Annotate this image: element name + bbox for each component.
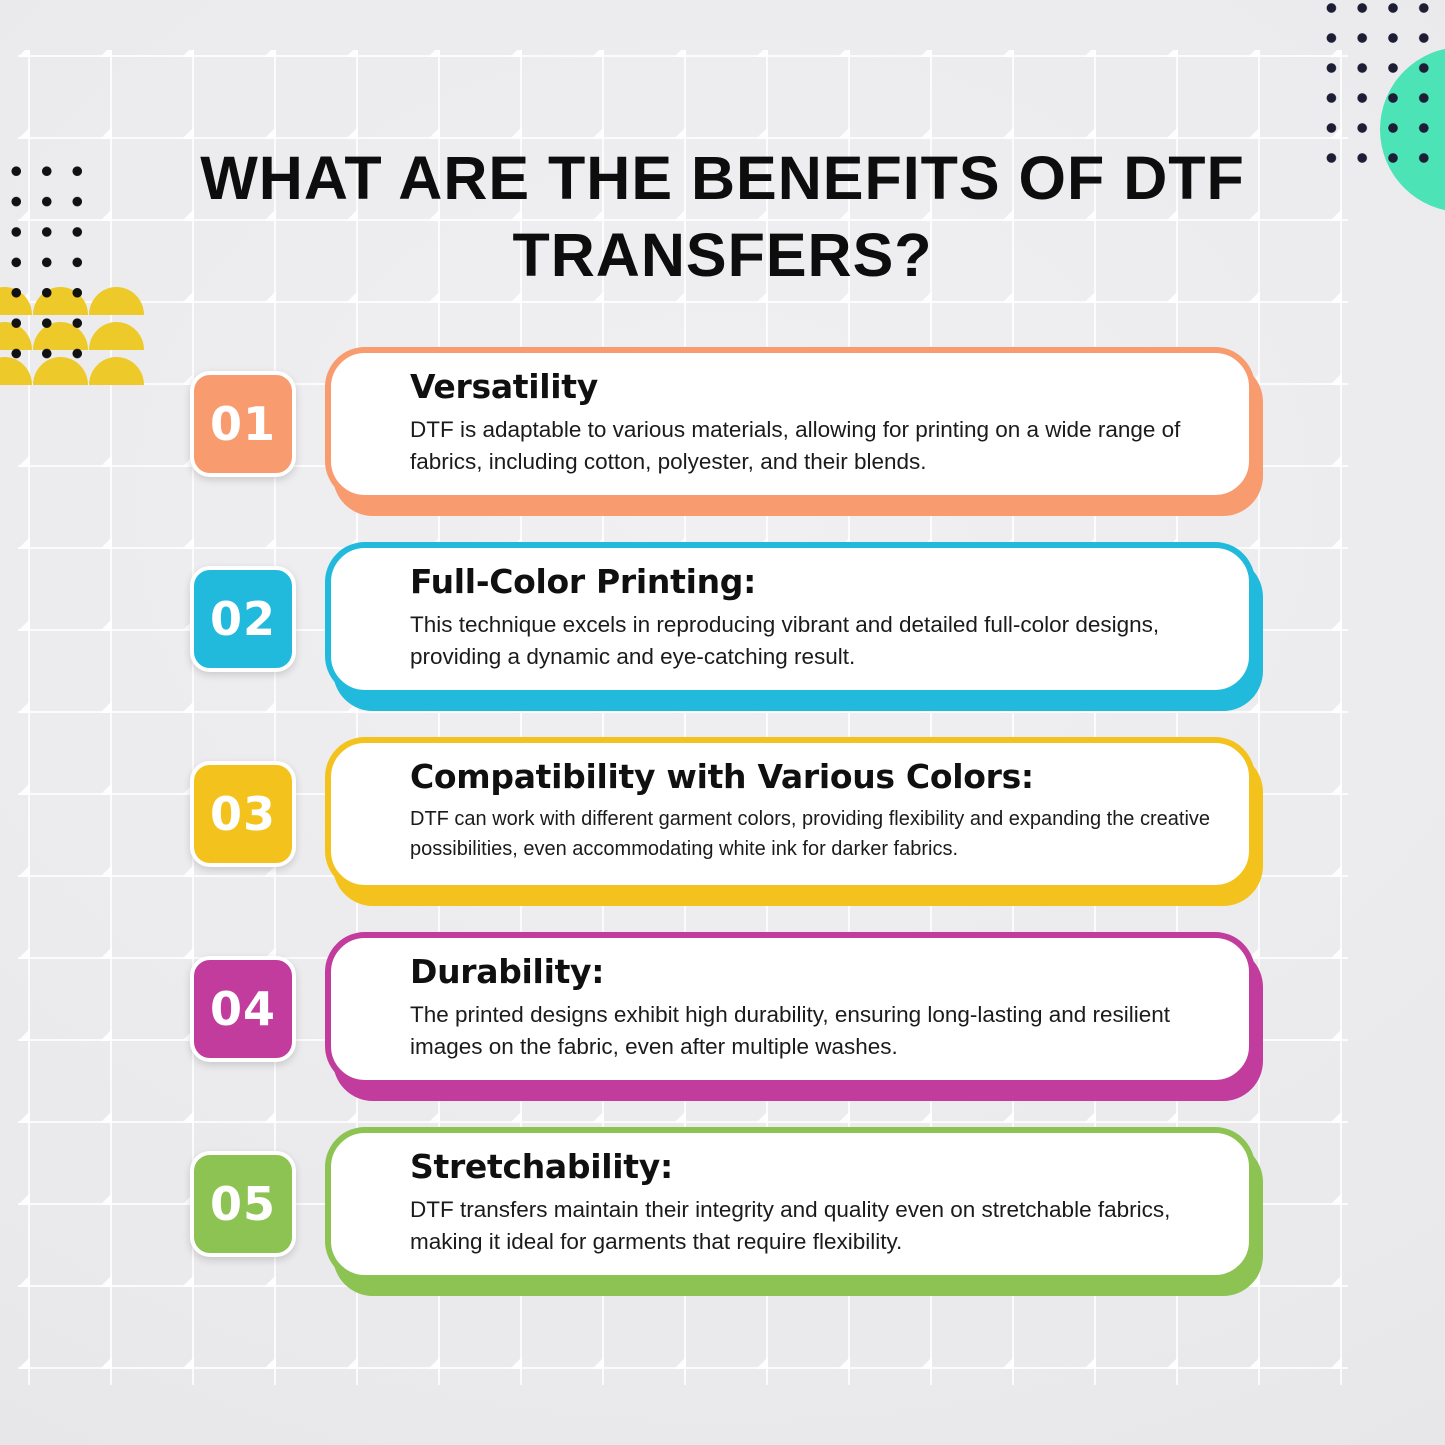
card-body: DTF transfers maintain their integrity a… xyxy=(410,1197,1171,1255)
benefit-card-list: Versatility DTF is adaptable to various … xyxy=(0,347,1445,1281)
card-title: Stretchability: xyxy=(410,1147,673,1186)
title-line-1: WHAT ARE THE BENEFITS OF DTF xyxy=(200,144,1245,212)
card-title: Full-Color Printing: xyxy=(410,562,757,601)
card-body: This technique excels in reproducing vib… xyxy=(410,612,1160,670)
benefit-row-durability: Durability: The printed designs exhibit … xyxy=(0,932,1445,1086)
benefit-card: Full-Color Printing: This technique exce… xyxy=(325,542,1255,696)
number-badge: 04 xyxy=(190,956,296,1062)
page-title: WHAT ARE THE BENEFITS OF DTF TRANSFERS? xyxy=(0,140,1445,294)
title-line-2: TRANSFERS? xyxy=(512,220,933,289)
card-title: Durability: xyxy=(410,952,605,991)
benefit-row-versatility: Versatility DTF is adaptable to various … xyxy=(0,347,1445,501)
number-badge: 05 xyxy=(190,1151,296,1257)
number-badge: 03 xyxy=(190,761,296,867)
dot-grid-left xyxy=(1,156,93,369)
card-title: Versatility xyxy=(410,367,598,406)
benefit-row-full-color-printing: Full-Color Printing: This technique exce… xyxy=(0,542,1445,696)
benefit-card: Durability: The printed designs exhibit … xyxy=(325,932,1255,1086)
benefit-card: Versatility DTF is adaptable to various … xyxy=(325,347,1255,501)
number-badge: 02 xyxy=(190,566,296,672)
card-title: Compatibility with Various Colors: xyxy=(410,757,1034,796)
number-badge: 01 xyxy=(190,371,296,477)
benefit-card: Compatibility with Various Colors: DTF c… xyxy=(325,737,1255,891)
card-body: DTF is adaptable to various materials, a… xyxy=(410,417,1181,475)
benefit-row-compatibility: Compatibility with Various Colors: DTF c… xyxy=(0,737,1445,891)
semicircle-shape xyxy=(89,322,144,350)
card-body: DTF can work with different garment colo… xyxy=(410,808,1211,861)
benefit-row-stretchability: Stretchability: DTF transfers maintain t… xyxy=(0,1127,1445,1281)
card-body: The printed designs exhibit high durabil… xyxy=(410,1002,1171,1060)
benefit-card: Stretchability: DTF transfers maintain t… xyxy=(325,1127,1255,1281)
dot-grid-top-right xyxy=(1316,0,1440,174)
